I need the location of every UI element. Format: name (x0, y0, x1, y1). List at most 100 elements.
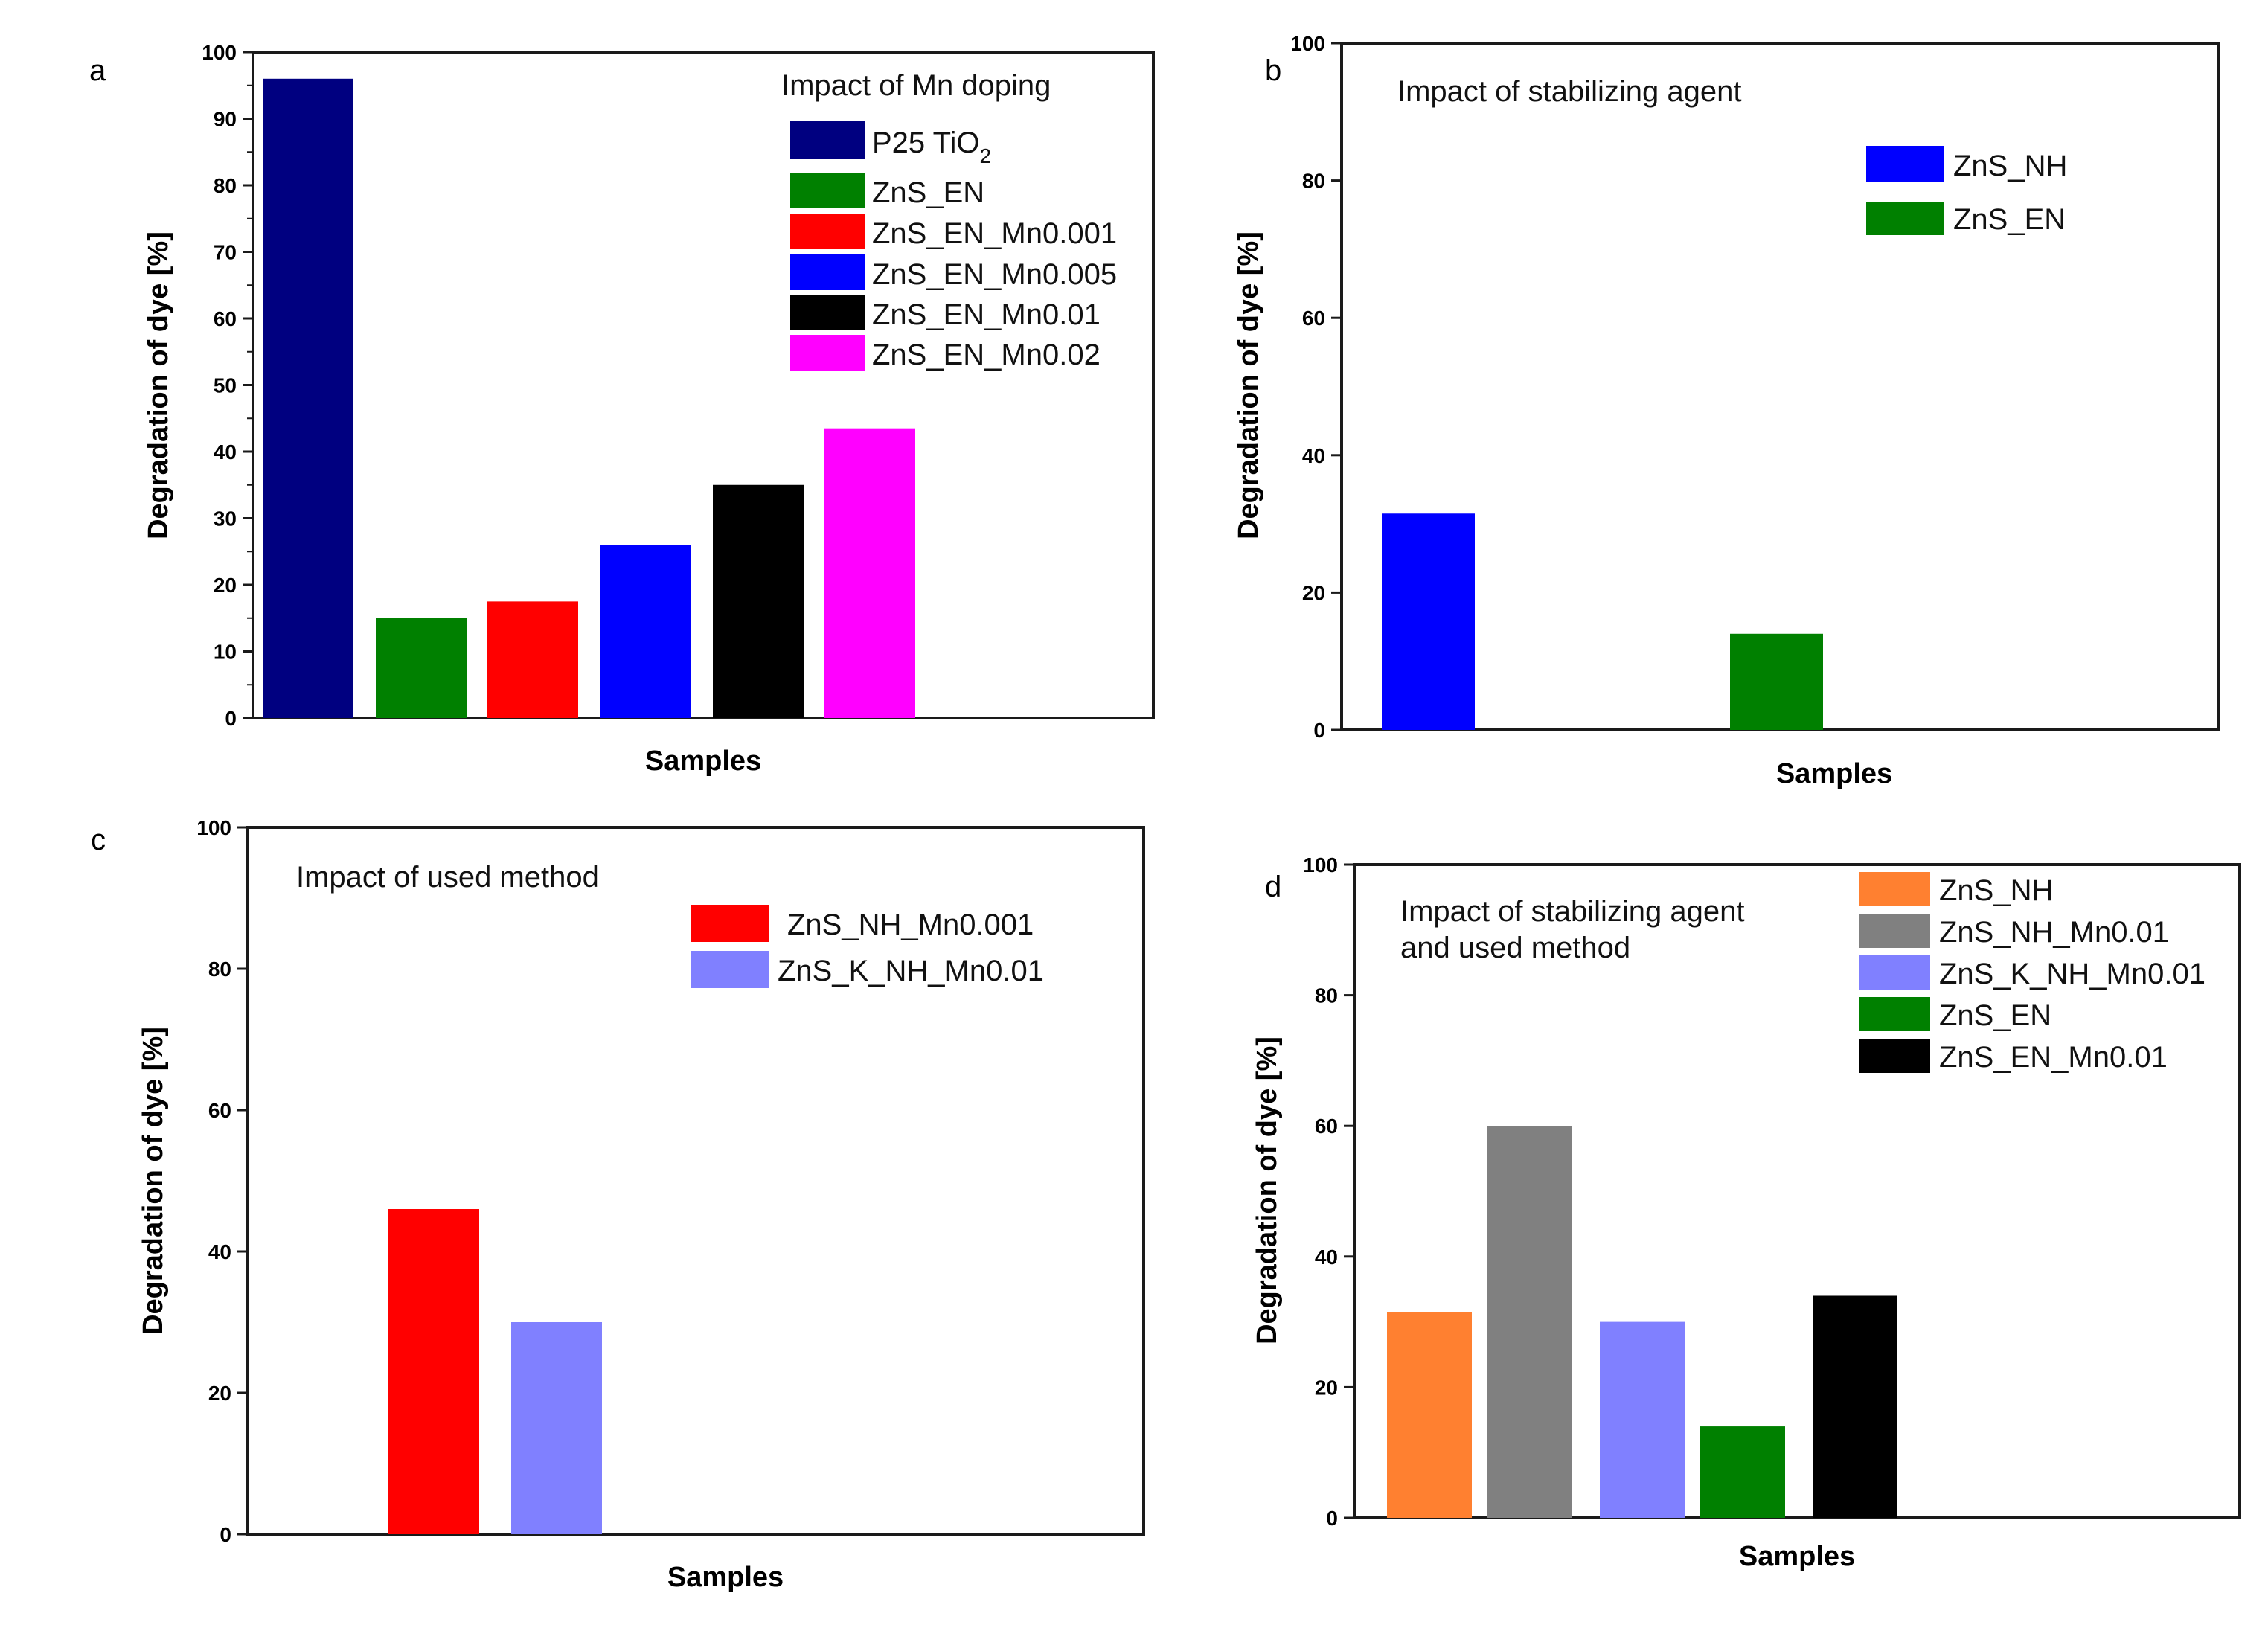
legend-swatch (1859, 955, 1930, 990)
x-axis-label-a: Samples (645, 746, 761, 777)
y-tick-label: 0 (225, 707, 237, 730)
bar-zns-nh (1387, 1312, 1472, 1518)
bars-b (1382, 513, 1823, 730)
y-tick-label: 60 (1302, 307, 1325, 330)
bars-d (1387, 1126, 1897, 1518)
y-tick-label: 30 (214, 507, 237, 531)
legend-item-zns-en: ZnS_EN (1866, 202, 2066, 236)
legend-label-main: P25 TiO (872, 126, 980, 159)
panel-d: d 0 20 40 60 80 100 Samples Degradation of dy… (1252, 853, 2241, 1572)
bar-zns-k-nh-mn001 (1600, 1321, 1685, 1518)
legend-swatch (1859, 872, 1930, 906)
panel-b: b 0 20 40 60 80 100 Samples Degradation of dy… (1233, 32, 2220, 789)
y-tick-label: 60 (1315, 1115, 1338, 1138)
y-tick-label: 0 (220, 1523, 231, 1546)
bar-zns-en-mn0005 (600, 545, 691, 718)
legend-label: ZnS_EN_Mn0.005 (872, 258, 1117, 291)
y-tick-label: 0 (1326, 1507, 1338, 1530)
y-tick-label: 60 (208, 1099, 231, 1122)
legend-item-zns-nh-mn0001: ZnS_NH_Mn0.001 (691, 905, 1034, 942)
y-tick-label: 100 (196, 816, 231, 839)
y-tick-label: 90 (214, 108, 237, 131)
legend-item-zns-nh-mn001: ZnS_NH_Mn0.01 (1859, 914, 2169, 949)
legend-label: ZnS_NH_Mn0.01 (1939, 916, 2169, 949)
legend-item-zns-en: ZnS_EN (790, 173, 984, 209)
legend-label: ZnS_NH (1953, 150, 2067, 182)
legend-swatch (691, 951, 769, 988)
legend-swatch (790, 295, 865, 330)
bars-a (263, 78, 915, 719)
legend-label: ZnS_EN (1953, 203, 2066, 236)
y-tick-label: 80 (1315, 984, 1338, 1007)
bar-zns-en-mn001 (1813, 1295, 1897, 1518)
legend-d: ZnS_NH ZnS_NH_Mn0.01 ZnS_K_NH_Mn0.01 ZnS… (1859, 872, 2205, 1074)
plot-frame-d (1353, 863, 2241, 1519)
legend-swatch (691, 905, 769, 942)
legend-item-zns-en-mn001: ZnS_EN_Mn0.01 (790, 295, 1101, 331)
legend-swatch (1866, 202, 1944, 235)
panel-letter-b: b (1265, 54, 1281, 87)
panel-title-d: Impact of stabilizing agent (1400, 895, 1744, 928)
legend-label-subscript: 2 (980, 144, 992, 167)
legend-label: ZnS_NH_Mn0.001 (787, 908, 1034, 941)
bars-c (388, 1209, 602, 1534)
y-axis-a: 0 10 20 30 40 50 60 70 80 90 100 (202, 41, 253, 730)
plot-frame-c (246, 826, 1145, 1536)
y-tick-label: 40 (1315, 1246, 1338, 1269)
x-axis-label-d: Samples (1739, 1541, 1855, 1572)
legend-label: ZnS_K_NH_Mn0.01 (778, 955, 1044, 987)
y-axis-label-a: Degradation of dye [%] (143, 231, 174, 539)
legend-item-zns-en-mn0001: ZnS_EN_Mn0.001 (790, 214, 1117, 250)
legend-swatch (790, 214, 865, 249)
panel-c: c 0 20 40 60 80 100 Samples Degradation of dy… (91, 816, 1145, 1593)
legend-item-zns-k-nh-mn001: ZnS_K_NH_Mn0.01 (691, 951, 1044, 988)
y-tick-label: 10 (214, 641, 237, 664)
y-tick-label: 80 (1302, 170, 1325, 193)
legend-item-zns-k-nh-mn001: ZnS_K_NH_Mn0.01 (1859, 955, 2205, 990)
y-axis-b: 0 20 40 60 80 100 (1290, 32, 1342, 742)
legend-swatch (790, 121, 865, 159)
y-tick-label: 100 (1303, 853, 1338, 876)
y-tick-label: 20 (1315, 1376, 1338, 1399)
legend-swatch (790, 254, 865, 290)
legend-item-zns-nh: ZnS_NH (1859, 872, 2053, 907)
y-tick-label: 20 (1302, 581, 1325, 604)
bar-zns-nh-mn0001 (388, 1209, 479, 1534)
y-axis-d: 0 20 40 60 80 100 (1303, 853, 1354, 1530)
y-tick-label: 40 (214, 440, 237, 464)
legend-label: ZnS_NH (1939, 874, 2053, 907)
bar-zns-en (1700, 1426, 1785, 1518)
legend-swatch (790, 173, 865, 208)
panel-title-d-line2: and used method (1400, 932, 1630, 964)
legend-label: ZnS_EN_Mn0.02 (872, 339, 1101, 371)
y-tick-label: 20 (208, 1382, 231, 1405)
panel-title-c: Impact of used method (296, 861, 599, 894)
legend-label: ZnS_EN_Mn0.01 (872, 298, 1101, 331)
panel-a: a 0 10 20 30 40 50 60 70 80 90 100 Samples Degrada… (89, 41, 1155, 777)
bar-zns-nh-mn001 (1487, 1126, 1572, 1518)
legend-item-zns-en-mn001: ZnS_EN_Mn0.01 (1859, 1039, 2168, 1074)
bar-zns-en-mn0001 (487, 601, 578, 718)
panel-title-b: Impact of stabilizing agent (1397, 75, 1741, 108)
legend-swatch (1859, 1039, 1930, 1073)
x-axis-label-c: Samples (667, 1562, 784, 1593)
legend-swatch (1866, 146, 1944, 182)
legend-label: ZnS_EN (872, 176, 984, 209)
bar-zns-en-mn001 (713, 484, 804, 718)
y-axis-label-b: Degradation of dye [%] (1233, 231, 1264, 539)
y-tick-label: 40 (208, 1240, 231, 1263)
y-tick-label: 40 (1302, 444, 1325, 467)
legend-item-p25-tio2: P25 TiO2 (790, 121, 991, 167)
y-axis-c: 0 20 40 60 80 100 (196, 816, 248, 1546)
y-tick-label: 70 (214, 241, 237, 264)
bar-zns-nh (1382, 513, 1475, 730)
bar-p25-tio2 (263, 78, 353, 719)
legend-label: ZnS_EN_Mn0.001 (872, 217, 1117, 250)
bar-zns-en-mn002 (824, 428, 915, 718)
bar-zns-k-nh-mn001 (511, 1322, 602, 1534)
y-axis-label-c: Degradation of dye [%] (138, 1027, 169, 1335)
panel-letter-d: d (1265, 871, 1281, 903)
legend-label: P25 TiO2 (872, 126, 991, 167)
legend-b: ZnS_NH ZnS_EN (1866, 146, 2067, 236)
